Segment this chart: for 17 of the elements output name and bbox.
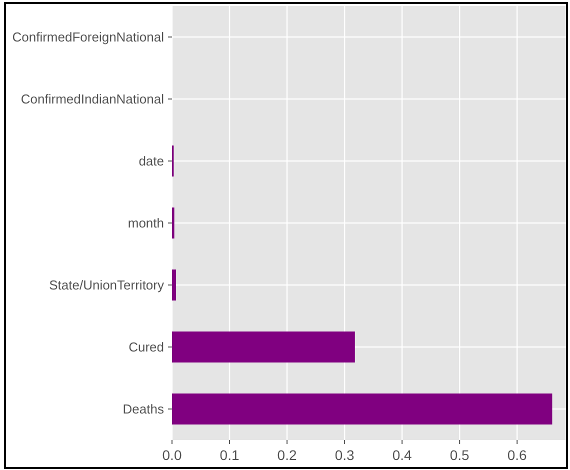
y-tick-label: date — [138, 154, 164, 169]
x-tick-label: 0.3 — [334, 447, 354, 463]
x-tick-label: 0.2 — [277, 447, 297, 463]
bar — [172, 394, 552, 424]
bar — [172, 270, 176, 300]
y-tick-label: State/UnionTerritory — [49, 278, 164, 293]
y-tick-label: Cured — [128, 340, 164, 355]
y-tick-label: month — [128, 216, 164, 231]
x-tick-label: 0.4 — [392, 447, 412, 463]
y-tick-label: Deaths — [122, 402, 164, 417]
x-tick-label: 0.5 — [450, 447, 470, 463]
x-tick-label: 0.1 — [220, 447, 240, 463]
x-tick-label: 0.6 — [507, 447, 528, 463]
y-tick-label: ConfirmedForeignNational — [12, 30, 164, 45]
bar — [172, 332, 355, 362]
y-tick-label: ConfirmedIndianNational — [20, 92, 164, 107]
x-tick-label: 0.0 — [162, 447, 182, 463]
